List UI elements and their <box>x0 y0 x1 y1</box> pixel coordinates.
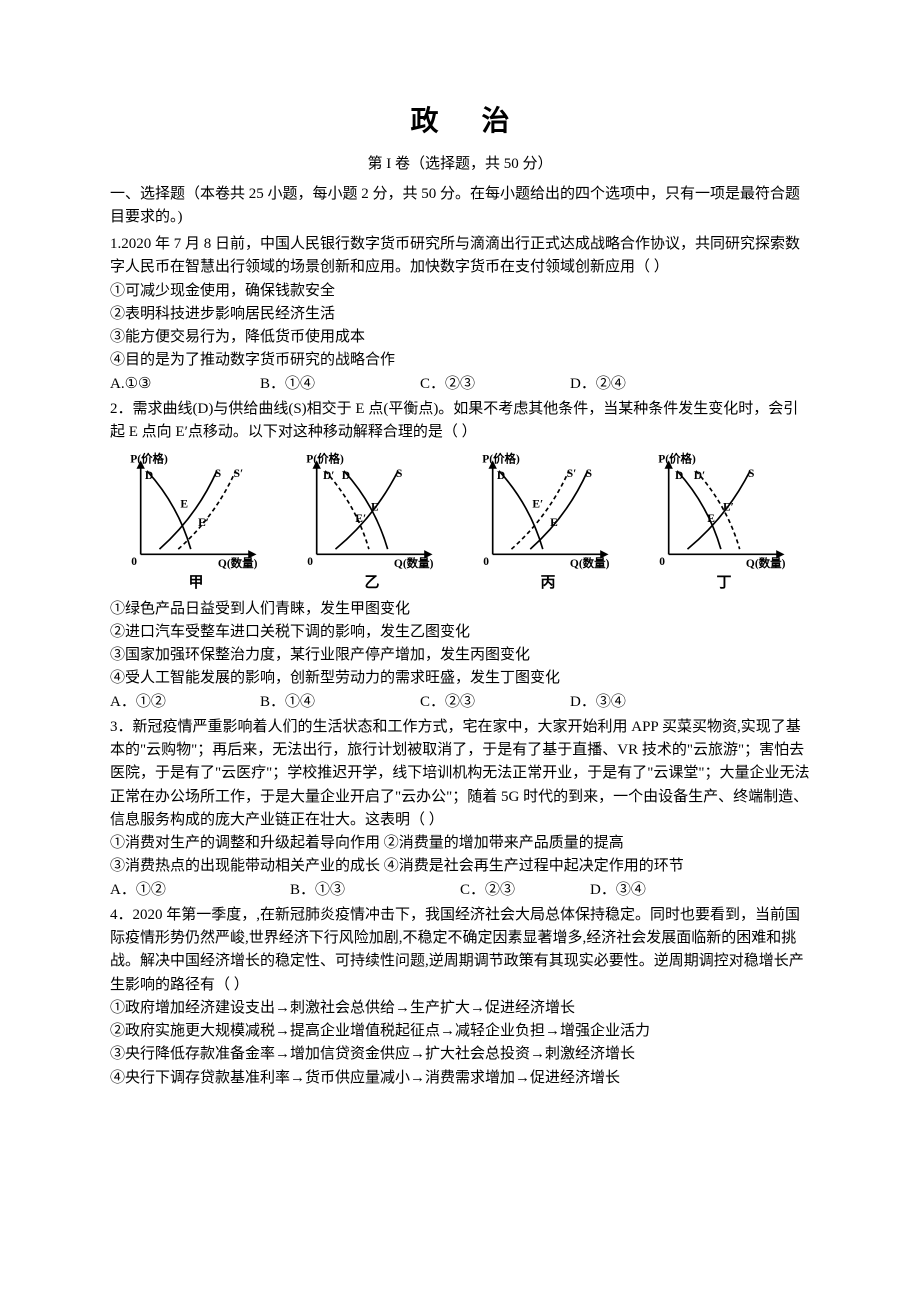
q2-statement-1: ①绿色产品日益受到人们青睐，发生甲图变化 <box>110 598 810 621</box>
svg-text:D: D <box>145 471 153 483</box>
q4-statement-2: ②政府实施更大规模减税→提高企业增值税起征点→减轻企业负担→增强企业活力 <box>110 1020 810 1043</box>
svg-text:S: S <box>215 469 221 481</box>
svg-text:S′: S′ <box>234 469 244 481</box>
q2-chart-bing: P(价格) Q(数量) 0 D S S′ E E′ 丙 <box>462 450 634 595</box>
q2-charts-row: P(价格) Q(数量) 0 D S S′ E E′ 甲 P(价格) Q(数量) 0 D D′ S E E′ … <box>110 450 810 595</box>
svg-text:0: 0 <box>307 556 313 568</box>
q1-option-a: A.①③ <box>110 373 260 396</box>
q3-options: A．①② B．①③ C．②③ D．③④ <box>110 879 810 902</box>
svg-text:D: D <box>675 471 683 483</box>
svg-text:E′: E′ <box>355 513 366 525</box>
q2-option-c: C．②③ <box>420 691 570 714</box>
chart-bing-label: 丙 <box>540 572 555 595</box>
question-4: 4．2020 年第一季度，,在新冠肺炎疫情冲击下，我国经济社会大局总体保持稳定。… <box>110 904 810 1090</box>
q2-statement-4: ④受人工智能发展的影响，创新型劳动力的需求旺盛，发生丁图变化 <box>110 667 810 690</box>
q1-option-b: B．①④ <box>260 373 420 396</box>
q1-stem: 1.2020 年 7 月 8 日前，中国人民银行数字货币研究所与滴滴出行正式达成… <box>110 233 810 280</box>
q2-option-b: B．①④ <box>260 691 420 714</box>
question-3: 3．新冠疫情严重影响着人们的生活状态和工作方式，宅在家中，大家开始利用 APP … <box>110 716 810 902</box>
q2-chart-jia: P(价格) Q(数量) 0 D S S′ E E′ 甲 <box>110 450 282 595</box>
chart-jia-label: 甲 <box>188 572 203 595</box>
q4-statement-4: ④央行下调存贷款基准利率→货币供应量减小→消费需求增加→促进经济增长 <box>110 1067 810 1090</box>
svg-text:S: S <box>748 469 754 481</box>
q1-statement-2: ②表明科技进步影响居民经济生活 <box>110 303 810 326</box>
chart-yi-label: 乙 <box>364 572 379 595</box>
page-title: 政 治 <box>110 100 810 143</box>
q3-option-b: B．①③ <box>290 879 460 902</box>
svg-text:0: 0 <box>131 556 137 568</box>
q2-statement-2: ②进口汽车受整车进口关税下调的影响，发生乙图变化 <box>110 621 810 644</box>
svg-text:D: D <box>342 471 350 483</box>
chart-jia-svg: P(价格) Q(数量) 0 D S S′ E E′ <box>116 450 276 570</box>
q3-option-c: C．②③ <box>460 879 590 902</box>
svg-text:Q(数量): Q(数量) <box>746 556 786 570</box>
q1-option-c: C．②③ <box>420 373 570 396</box>
svg-text:P(价格): P(价格) <box>482 452 520 466</box>
q2-stem: 2．需求曲线(D)与供给曲线(S)相交于 E 点(平衡点)。如果不考虑其他条件，… <box>110 398 810 445</box>
question-2: 2．需求曲线(D)与供给曲线(S)相交于 E 点(平衡点)。如果不考虑其他条件，… <box>110 398 810 714</box>
q3-option-a: A．①② <box>110 879 290 902</box>
q2-chart-yi: P(价格) Q(数量) 0 D D′ S E E′ 乙 <box>286 450 458 595</box>
svg-text:D: D <box>497 471 505 483</box>
q4-statement-1: ①政府增加经济建设支出→刺激社会总供给→生产扩大→促进经济增长 <box>110 997 810 1020</box>
q1-options: A.①③ B．①④ C．②③ D．②④ <box>110 373 810 396</box>
q3-statement-line1: ①消费对生产的调整和升级起着导向作用 ②消费量的增加带来产品质量的提高 <box>110 832 810 855</box>
svg-text:Q(数量): Q(数量) <box>570 556 610 570</box>
svg-text:0: 0 <box>483 556 489 568</box>
svg-text:S: S <box>396 469 402 481</box>
q1-statement-3: ③能方便交易行为，降低货币使用成本 <box>110 326 810 349</box>
q3-option-d: D．③④ <box>590 879 740 902</box>
section-instructions: 一、选择题（本卷共 25 小题，每小题 2 分，共 50 分。在每小题给出的四个… <box>110 183 810 230</box>
svg-text:E′: E′ <box>532 499 543 511</box>
svg-text:D′: D′ <box>323 471 335 483</box>
section-subtitle: 第 I 卷（选择题，共 50 分） <box>110 153 810 176</box>
svg-text:P(价格): P(价格) <box>658 452 696 466</box>
q1-option-d: D．②④ <box>570 373 720 396</box>
svg-text:S: S <box>586 469 592 481</box>
q3-stem: 3．新冠疫情严重影响着人们的生活状态和工作方式，宅在家中，大家开始利用 APP … <box>110 716 810 832</box>
chart-yi-svg: P(价格) Q(数量) 0 D D′ S E E′ <box>292 450 452 570</box>
q2-option-d: D．③④ <box>570 691 720 714</box>
svg-text:E: E <box>550 518 558 530</box>
q2-options: A．①② B．①④ C．②③ D．③④ <box>110 691 810 714</box>
chart-ding-label: 丁 <box>716 572 731 595</box>
q2-chart-ding: P(价格) Q(数量) 0 D D′ S E E′ 丁 <box>638 450 810 595</box>
svg-text:E: E <box>371 502 379 514</box>
svg-text:S′: S′ <box>567 469 577 481</box>
q1-statement-4: ④目的是为了推动数字货币研究的战略合作 <box>110 349 810 372</box>
svg-text:Q(数量): Q(数量) <box>218 556 258 570</box>
chart-ding-svg: P(价格) Q(数量) 0 D D′ S E E′ <box>644 450 804 570</box>
q3-statement-line2: ③消费热点的出现能带动相关产业的成长 ④消费是社会再生产过程中起决定作用的环节 <box>110 855 810 878</box>
svg-text:P(价格): P(价格) <box>306 452 344 466</box>
svg-text:P(价格): P(价格) <box>130 452 168 466</box>
svg-text:0: 0 <box>659 556 665 568</box>
svg-text:D′: D′ <box>694 471 706 483</box>
q4-stem: 4．2020 年第一季度，,在新冠肺炎疫情冲击下，我国经济社会大局总体保持稳定。… <box>110 904 810 997</box>
svg-text:E′: E′ <box>723 502 734 514</box>
svg-text:E: E <box>707 513 715 525</box>
q1-statement-1: ①可减少现金使用，确保钱款安全 <box>110 280 810 303</box>
q4-statement-3: ③央行降低存款准备金率→增加信贷资金供应→扩大社会总投资→刺激经济增长 <box>110 1043 810 1066</box>
svg-text:E′: E′ <box>198 518 209 530</box>
chart-bing-svg: P(价格) Q(数量) 0 D S S′ E E′ <box>468 450 628 570</box>
question-1: 1.2020 年 7 月 8 日前，中国人民银行数字货币研究所与滴滴出行正式达成… <box>110 233 810 396</box>
svg-text:Q(数量): Q(数量) <box>394 556 434 570</box>
svg-text:E: E <box>180 499 188 511</box>
q2-statement-3: ③国家加强环保整治力度，某行业限产停产增加，发生丙图变化 <box>110 644 810 667</box>
q2-option-a: A．①② <box>110 691 260 714</box>
